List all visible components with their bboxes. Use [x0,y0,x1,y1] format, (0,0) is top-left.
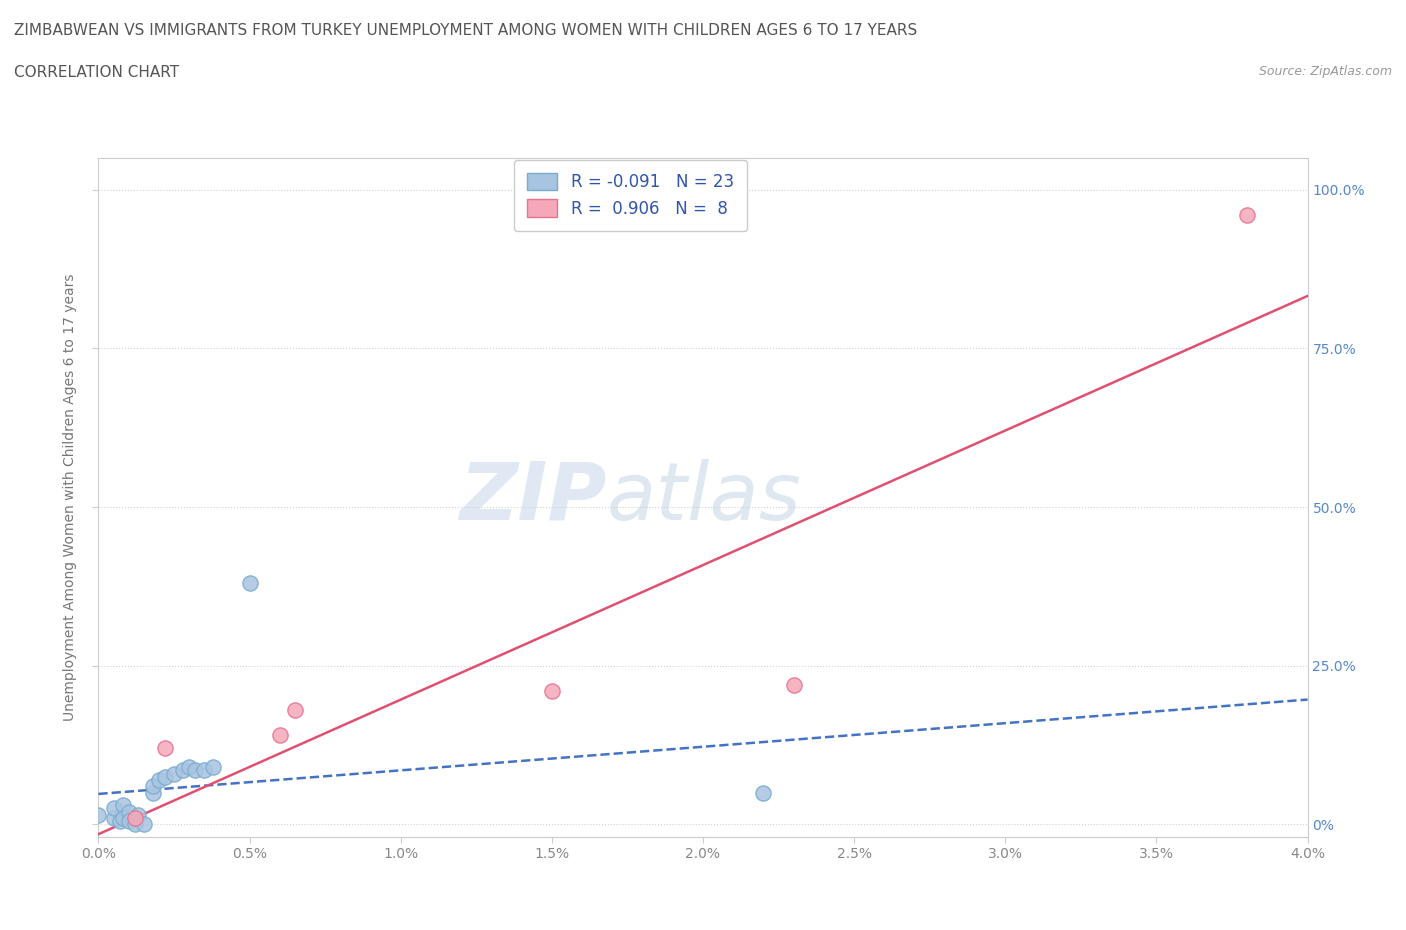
Point [269,728,291,743]
Point [153,769,176,784]
Point [118,814,141,829]
Point [103,801,125,816]
Text: ZIP: ZIP [458,458,606,537]
Point [124,817,146,831]
Point [172,763,194,777]
Point [153,740,176,755]
Text: CORRELATION CHART: CORRELATION CHART [14,65,179,80]
Point [782,677,804,692]
Point [103,811,125,826]
Point [193,763,215,777]
Point [179,760,201,775]
Point [132,817,155,831]
Point [284,703,307,718]
Point [127,807,149,822]
Point [124,811,146,826]
Point [163,766,186,781]
Point [184,763,207,777]
Point [148,773,170,788]
Point [111,798,134,813]
Point [118,804,141,819]
Point [541,684,564,698]
Legend: R = -0.091   N = 23, R =  0.906   N =  8: R = -0.091 N = 23, R = 0.906 N = 8 [513,160,747,231]
Point [239,576,262,591]
Point [142,785,165,800]
Point [87,807,110,822]
Point [1236,207,1258,222]
Text: Source: ZipAtlas.com: Source: ZipAtlas.com [1258,65,1392,78]
Point [142,778,165,793]
Y-axis label: Unemployment Among Women with Children Ages 6 to 17 years: Unemployment Among Women with Children A… [63,273,77,722]
Point [202,760,225,775]
Text: ZIMBABWEAN VS IMMIGRANTS FROM TURKEY UNEMPLOYMENT AMONG WOMEN WITH CHILDREN AGES: ZIMBABWEAN VS IMMIGRANTS FROM TURKEY UNE… [14,23,917,38]
Point [111,811,134,826]
Point [752,785,775,800]
Text: atlas: atlas [606,458,801,537]
Point [108,814,131,829]
